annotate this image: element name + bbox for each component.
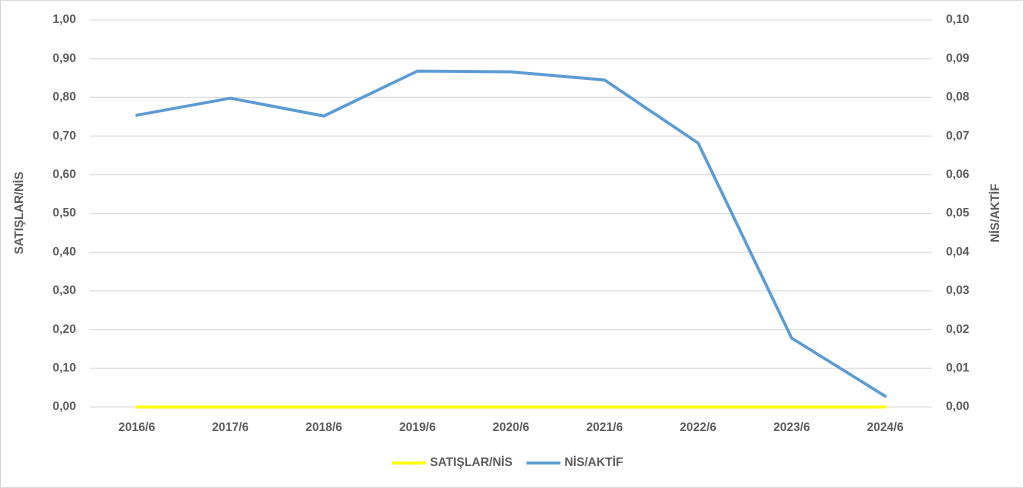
y2-tick-label: 0,02 [946,322,970,336]
x-tick-label: 2020/6 [493,420,530,434]
y2-tick-label: 0,09 [946,51,970,65]
y-tick-label: 0,10 [53,360,77,374]
y2-tick-label: 0,10 [946,12,970,26]
x-tick-label: 2017/6 [212,420,249,434]
y-tick-label: 0,30 [53,283,77,297]
x-tick-label: 2018/6 [306,420,343,434]
y2-tick-label: 0,06 [946,167,970,181]
y-tick-label: 0,40 [53,244,77,258]
y-tick-label: 0,80 [53,90,77,104]
y2-axis-title: NİS/AKTİF [987,184,1002,243]
y2-tick-label: 0,01 [946,360,970,374]
x-tick-label: 2016/6 [118,420,155,434]
y2-tick-label: 0,00 [946,399,970,413]
x-tick-label: 2023/6 [773,420,810,434]
y2-tick-label: 0,07 [946,128,970,142]
y-tick-label: 0,70 [53,128,77,142]
x-tick-label: 2021/6 [586,420,623,434]
y2-tick-label: 0,05 [946,206,970,220]
y2-tick-label: 0,03 [946,283,970,297]
y2-tick-label: 0,04 [946,244,970,258]
y-tick-label: 0,50 [53,206,77,220]
legend-label: NİS/AKTİF [564,454,623,469]
y-tick-label: 0,60 [53,167,77,181]
y-tick-label: 0,20 [53,322,77,336]
y-tick-label: 0,00 [53,399,77,413]
x-tick-label: 2024/6 [867,420,904,434]
x-tick-label: 2022/6 [680,420,717,434]
x-tick-label: 2019/6 [399,420,436,434]
y-tick-label: 0,90 [53,51,77,65]
y-axis-title: SATIŞLAR/NİS [11,172,26,254]
series-line [135,69,887,398]
y-tick-label: 1,00 [53,12,77,26]
y2-tick-label: 0,08 [946,90,970,104]
legend-label: SATIŞLAR/NİS [430,454,512,469]
